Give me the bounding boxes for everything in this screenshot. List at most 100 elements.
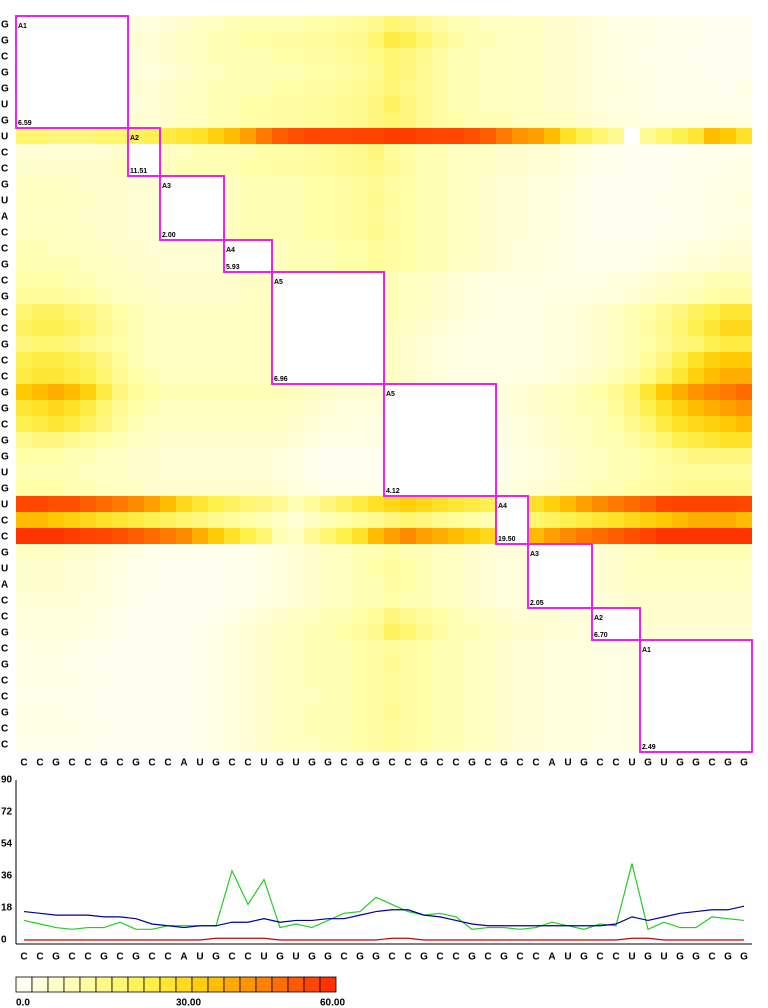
legend-swatch xyxy=(63,976,81,993)
heat-cell xyxy=(32,656,48,672)
heat-cell xyxy=(32,208,48,224)
heat-cell xyxy=(544,416,560,432)
heat-cell xyxy=(112,288,128,304)
heat-cell xyxy=(464,688,480,704)
heat-cell xyxy=(48,672,64,688)
heat-cell xyxy=(16,160,32,176)
heat-cell xyxy=(128,688,144,704)
heat-cell xyxy=(80,32,96,48)
heat-cell xyxy=(640,224,656,240)
heat-cell xyxy=(496,704,512,720)
heat-cell xyxy=(304,368,320,384)
heat-cell xyxy=(608,192,624,208)
heat-cell xyxy=(256,16,272,32)
x-tick-label: G xyxy=(724,952,732,963)
heat-cell xyxy=(672,464,688,480)
heat-cell xyxy=(688,272,704,288)
heat-cell xyxy=(224,672,240,688)
heat-cell xyxy=(608,512,624,528)
heat-cell xyxy=(288,576,304,592)
heat-cell xyxy=(416,640,432,656)
heat-cell xyxy=(624,80,640,96)
heat-cell xyxy=(48,208,64,224)
heat-cell xyxy=(656,592,672,608)
heat-cell xyxy=(128,32,144,48)
heat-cell xyxy=(112,128,128,144)
heat-cell xyxy=(416,16,432,32)
heat-cell xyxy=(320,576,336,592)
heat-cell xyxy=(464,80,480,96)
heat-cell xyxy=(192,240,208,256)
heat-cell xyxy=(208,592,224,608)
heat-cell xyxy=(432,656,448,672)
heat-cell xyxy=(288,336,304,352)
legend-max: 60.00 xyxy=(320,998,345,1008)
heat-cell xyxy=(592,448,608,464)
heat-cell xyxy=(112,640,128,656)
heat-cell xyxy=(176,576,192,592)
x-tick-label: G xyxy=(132,952,140,963)
heat-cell xyxy=(256,160,272,176)
heat-cell xyxy=(160,304,176,320)
heat-cell xyxy=(128,528,144,544)
heat-cell xyxy=(320,272,336,288)
heat-cell xyxy=(96,32,112,48)
heat-cell xyxy=(656,128,672,144)
row-label: C xyxy=(1,724,8,735)
heat-cell xyxy=(336,688,352,704)
row-label: G xyxy=(1,452,9,463)
heat-cell xyxy=(736,736,752,752)
heat-cell xyxy=(144,192,160,208)
heat-cell xyxy=(240,240,256,256)
heat-cell xyxy=(720,544,736,560)
heat-cell xyxy=(544,304,560,320)
heat-cell xyxy=(592,112,608,128)
heat-cell xyxy=(304,352,320,368)
heat-cell xyxy=(160,496,176,512)
heat-cell xyxy=(576,624,592,640)
heat-cell xyxy=(464,480,480,496)
heat-cell xyxy=(96,544,112,560)
heat-cell xyxy=(560,96,576,112)
heat-cell xyxy=(672,720,688,736)
heat-cell xyxy=(384,560,400,576)
heat-cell xyxy=(192,720,208,736)
heat-cell xyxy=(288,512,304,528)
x-tick-label: G xyxy=(372,952,380,963)
heat-cell xyxy=(576,160,592,176)
heat-cell xyxy=(384,96,400,112)
heat-cell xyxy=(496,32,512,48)
heat-cell xyxy=(624,400,640,416)
heat-cell xyxy=(704,80,720,96)
heat-cell xyxy=(592,96,608,112)
row-label: U xyxy=(1,564,8,575)
heat-cell xyxy=(192,624,208,640)
heat-cell xyxy=(656,48,672,64)
heat-cell xyxy=(32,736,48,752)
heat-cell xyxy=(608,48,624,64)
heat-cell xyxy=(544,256,560,272)
heat-cell xyxy=(304,256,320,272)
heat-cell xyxy=(176,688,192,704)
heat-cell xyxy=(80,672,96,688)
heat-cell xyxy=(608,32,624,48)
heat-cell xyxy=(656,432,672,448)
heat-cell xyxy=(240,32,256,48)
column-label: C xyxy=(36,758,43,769)
row-label: G xyxy=(1,484,9,495)
heat-cell xyxy=(624,336,640,352)
heat-cell xyxy=(208,736,224,752)
heat-cell xyxy=(176,320,192,336)
heat-cell xyxy=(416,432,432,448)
heat-cell xyxy=(400,96,416,112)
column-label: G xyxy=(676,758,684,769)
heat-cell xyxy=(160,128,176,144)
heat-cell xyxy=(48,96,64,112)
heat-cell xyxy=(448,176,464,192)
heat-cell xyxy=(80,160,96,176)
heat-cell xyxy=(336,16,352,32)
heat-cell xyxy=(528,304,544,320)
heat-cell xyxy=(576,576,592,592)
heat-cell xyxy=(80,224,96,240)
heat-cell xyxy=(272,304,288,320)
